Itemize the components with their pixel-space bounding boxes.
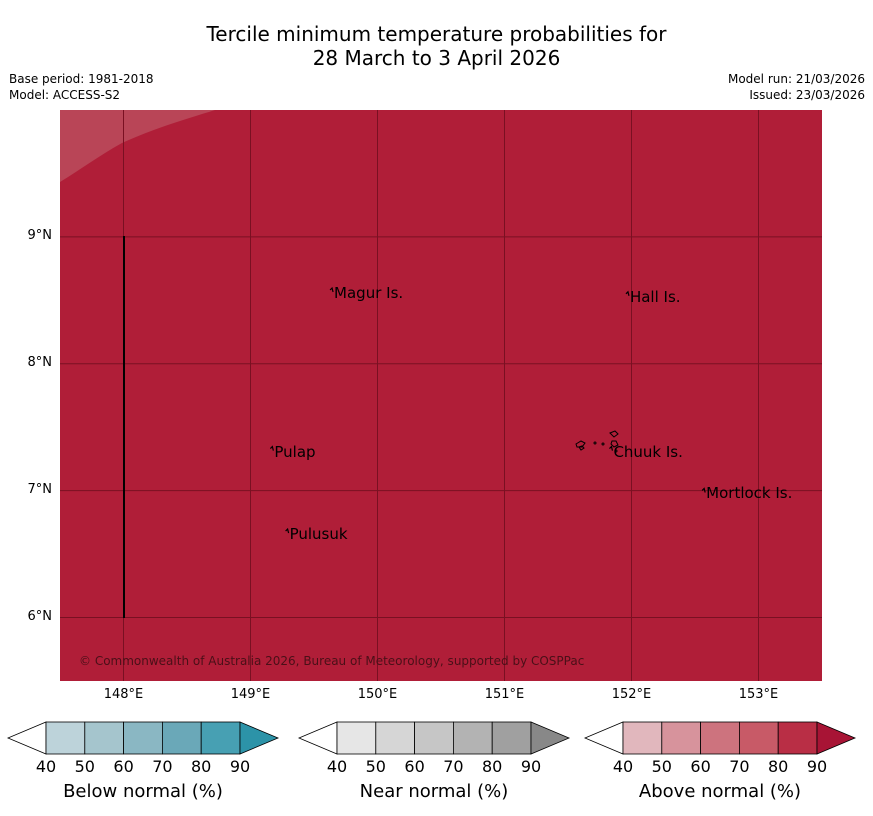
colorbar-tick-label: 40 (35, 757, 57, 776)
place-marker (609, 445, 614, 451)
colorbar-tick-label: 50 (365, 757, 386, 776)
chuuk-island-1 (575, 440, 586, 448)
chuuk-islet-1 (593, 441, 597, 445)
colorbar-tick-label: 50 (74, 757, 95, 776)
lat-label: 8°N (27, 354, 53, 370)
colorbar-tick-label: 90 (520, 757, 542, 776)
place-label: Hall Is. (629, 287, 681, 306)
lat-label: 9°N (27, 227, 53, 243)
lat-label: 7°N (27, 481, 53, 497)
colorbar-tick-label: 40 (326, 757, 348, 776)
colorbar-tick-label: 80 (482, 757, 503, 776)
colorbar-tick-label: 80 (191, 757, 212, 776)
meta-left: Base period: 1981-2018 Model: ACCESS-S2 (9, 71, 154, 103)
lat-label: 6°N (27, 608, 53, 624)
place-marker (285, 527, 290, 534)
colorbar-tick-label: 50 (651, 757, 672, 776)
colorbar-tick-label: 80 (768, 757, 789, 776)
meta-right: Model run: 21/03/2026 Issued: 23/03/2026 (728, 71, 865, 103)
colorbar-tick-label: 70 (443, 757, 464, 776)
chuuk-islet-3 (614, 449, 618, 453)
base-period: Base period: 1981-2018 (9, 72, 154, 86)
map-background (60, 110, 822, 681)
place-label: Chuuk Is. (613, 442, 683, 461)
colorbar-title: Above normal (%) (638, 781, 802, 802)
lon-label: 150°E (357, 687, 398, 702)
colorbar-title: Near normal (%) (359, 781, 509, 802)
place-marker (269, 445, 274, 451)
issued-date: Issued: 23/03/2026 (749, 88, 865, 102)
colorbar-tick-label: 60 (690, 757, 711, 776)
place-label: Magur Is. (334, 283, 404, 302)
lon-label: 152°E (611, 687, 652, 702)
copyright-text: © Commonwealth of Australia 2026, Bureau… (79, 654, 585, 668)
model-name: Model: ACCESS-S2 (9, 88, 121, 102)
colorbar-tick-label: 40 (612, 757, 634, 776)
colorbar-tick-label: 90 (806, 757, 828, 776)
colorbar-title: Below normal (%) (63, 781, 223, 802)
chuuk-island-2 (578, 445, 585, 451)
colorbar-tick-label: 70 (152, 757, 173, 776)
title-line-1: Tercile minimum temperature probabilitie… (206, 22, 667, 46)
lon-label: 148°E (103, 687, 144, 702)
lon-label: 149°E (230, 687, 271, 702)
chuuk-island-3 (609, 430, 619, 438)
place-label: Mortlock Is. (706, 484, 793, 503)
colorbar-tick-label: 60 (404, 757, 425, 776)
colorbar-tick-label: 60 (113, 757, 134, 776)
chart-title: Tercile minimum temperature probabilitie… (0, 22, 873, 70)
place-label: Pulap (274, 442, 316, 461)
place-label: Pulusuk (289, 525, 348, 544)
title-line-2: 28 March to 3 April 2026 (312, 46, 561, 70)
colorbar-tick-label: 90 (229, 757, 251, 776)
colorbar-tick-label: 70 (729, 757, 750, 776)
place-marker (625, 290, 630, 296)
place-markers (269, 286, 706, 534)
lighter-probability-region (60, 110, 215, 182)
chuuk-island-4 (610, 440, 619, 448)
chuuk-islet-2 (601, 442, 605, 446)
lon-label: 153°E (738, 687, 779, 702)
chuuk-islands-shapes (575, 430, 619, 453)
place-marker (329, 286, 334, 293)
gridlines (60, 110, 822, 681)
model-run: Model run: 21/03/2026 (727, 72, 865, 86)
lon-label: 151°E (484, 687, 525, 702)
place-marker (701, 487, 706, 493)
